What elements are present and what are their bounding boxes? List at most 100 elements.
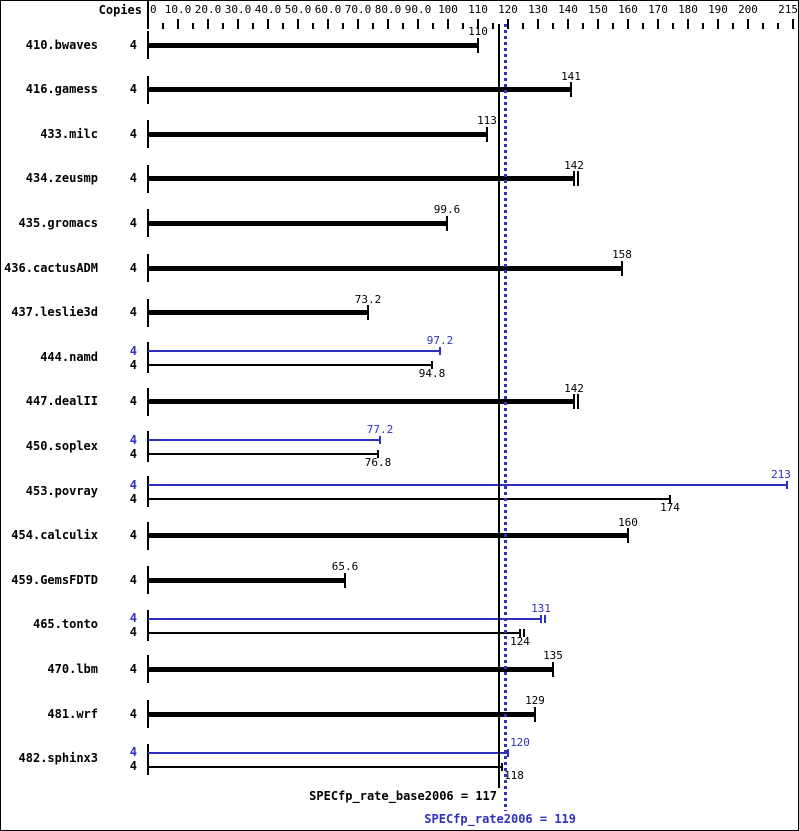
axis-label: 110: [468, 3, 488, 16]
bar-end-tick: [431, 361, 433, 369]
axis-major-tick: [387, 19, 389, 29]
axis-label: 30.0: [224, 3, 252, 16]
axis-major-tick: [657, 19, 659, 29]
axis-minor-tick: [192, 23, 194, 29]
bar-end-tick: [439, 347, 441, 355]
axis-major-tick: [537, 19, 539, 29]
axis-label: 150: [588, 3, 608, 16]
bar-value-label: 97.2: [426, 334, 454, 347]
axis-label: 200: [738, 3, 758, 16]
bar-value-label: 124: [510, 635, 530, 648]
axis-major-tick: [717, 19, 719, 29]
result-bar: [148, 221, 447, 226]
benchmark-label: 465.tonto: [32, 617, 98, 631]
copies-value: 4: [129, 358, 137, 372]
result-bar: [148, 310, 368, 315]
bar-value-label: 120: [510, 736, 530, 749]
benchmark-label: 459.GemsFDTD: [11, 573, 98, 587]
copies-value: 4: [129, 611, 137, 625]
axis-minor-tick: [462, 23, 464, 29]
axis-minor-tick: [492, 23, 494, 29]
bar-end-tick: [573, 171, 575, 186]
copies-value: 4: [129, 745, 137, 759]
axis-minor-tick: [312, 23, 314, 29]
axis-minor-tick: [612, 23, 614, 29]
bar-value-label: 94.8: [418, 367, 446, 380]
axis-minor-tick: [372, 23, 374, 29]
axis-label: 170: [648, 3, 668, 16]
result-bar: [148, 752, 508, 754]
copies-value: 4: [129, 707, 137, 721]
result-bar: [148, 350, 440, 352]
axis-minor-tick: [642, 23, 644, 29]
bar-value-label: 65.6: [331, 560, 359, 573]
copies-value: 4: [129, 447, 137, 461]
benchmark-label: 437.leslie3d: [11, 305, 98, 319]
row-axis-segment: [147, 476, 149, 507]
benchmark-label: 436.cactusADM: [4, 261, 98, 275]
axis-major-tick: [597, 19, 599, 29]
axis-label: 10.0: [164, 3, 192, 16]
bar-end-tick: [344, 573, 346, 588]
benchmark-label: 482.sphinx3: [18, 751, 98, 765]
result-bar: [148, 578, 345, 583]
peak-mean-line: [504, 24, 507, 811]
copies-value: 4: [129, 573, 137, 587]
benchmark-label: 470.lbm: [47, 662, 98, 676]
axis-major-tick: [447, 19, 449, 29]
axis-minor-tick: [252, 23, 254, 29]
axis-major-tick: [792, 19, 794, 29]
bar-value-label: 158: [612, 248, 632, 261]
axis-label: 160: [618, 3, 638, 16]
bar-end-tick: [519, 629, 521, 637]
base-mean-label: SPECfp_rate_base2006 = 117: [309, 789, 497, 803]
axis-major-tick: [477, 19, 479, 29]
axis-minor-tick: [342, 23, 344, 29]
benchmark-label: 435.gromacs: [18, 216, 98, 230]
result-bar: [148, 399, 574, 404]
bar-value-label: 129: [525, 694, 545, 707]
axis-minor-tick: [702, 23, 704, 29]
base-mean-line: [498, 24, 500, 788]
bar-value-label: 77.2: [366, 423, 394, 436]
result-bar: [148, 439, 380, 441]
bar-value-label: 213: [771, 468, 791, 481]
copies-value: 4: [129, 305, 137, 319]
copies-value: 4: [129, 171, 137, 185]
axis-major-tick: [177, 19, 179, 29]
copies-value: 4: [129, 394, 137, 408]
row-axis-segment: [147, 610, 149, 641]
benchmark-label: 447.dealII: [25, 394, 98, 408]
copies-value: 4: [129, 344, 137, 358]
result-bar: [148, 667, 553, 672]
bar-end-tick: [501, 763, 503, 771]
axis-major-tick: [567, 19, 569, 29]
copies-value: 4: [129, 38, 137, 52]
axis-minor-tick: [402, 23, 404, 29]
bar-end-tick: [477, 38, 479, 53]
row-axis-segment: [147, 342, 149, 373]
axis-minor-tick: [582, 23, 584, 29]
result-bar: [148, 533, 628, 538]
copies-value: 4: [129, 662, 137, 676]
axis-label: 40.0: [254, 3, 282, 16]
benchmark-label: 444.namd: [40, 350, 98, 364]
bar-end-tick: [507, 749, 509, 757]
bar-end-tick: [377, 450, 379, 458]
result-bar: [148, 364, 432, 366]
copies-value: 4: [129, 82, 137, 96]
copies-value: 4: [129, 216, 137, 230]
row-axis-segment: [147, 431, 149, 462]
result-bar: [148, 712, 535, 717]
result-bar: [148, 453, 378, 455]
axis-label: 120: [498, 3, 518, 16]
result-bar: [148, 266, 622, 271]
axis-label: 90.0: [404, 3, 432, 16]
bar-end-tick: [786, 481, 788, 489]
y-axis-line: [147, 1, 149, 29]
bar-end-tick: [570, 82, 572, 97]
bar-value-label: 135: [543, 649, 563, 662]
benchmark-label: 481.wrf: [47, 707, 98, 721]
bar-end-tick: [627, 528, 629, 543]
